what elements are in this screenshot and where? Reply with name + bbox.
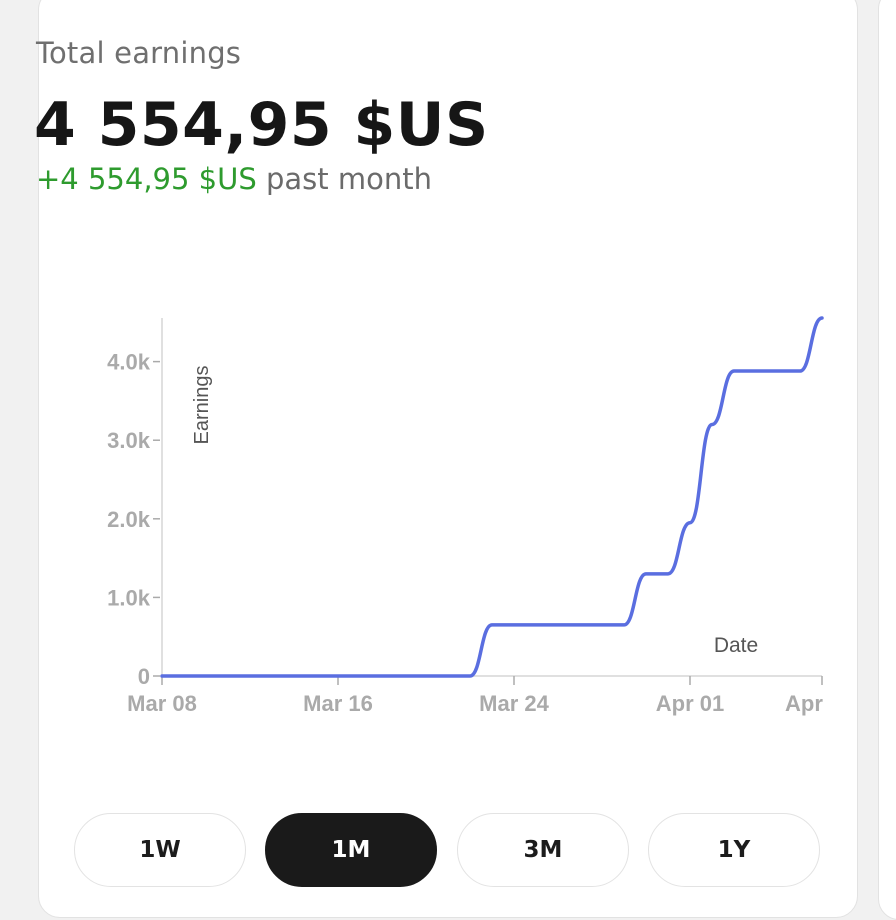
range-button-1w[interactable]: 1W — [74, 813, 246, 887]
y-axis-ticks: 0 1.0k 2.0k 3.0k 4.0k — [107, 350, 160, 689]
y-tick-label: 2.0k — [107, 507, 151, 532]
x-tick-label: Apr — [785, 691, 823, 716]
card-title: Total earnings — [36, 36, 242, 70]
chart-axes — [161, 318, 822, 677]
y-tick-label: 4.0k — [107, 350, 151, 375]
x-axis-ticks: Mar 08 Mar 16 Mar 24 Apr 01 Apr — [127, 676, 823, 716]
change-line: +4 554,95 $US past month — [36, 162, 432, 196]
range-button-1m[interactable]: 1M — [265, 813, 437, 887]
x-tick-label: Apr 01 — [656, 691, 724, 716]
range-button-1y[interactable]: 1Y — [648, 813, 820, 887]
y-tick-label: 0 — [138, 664, 150, 689]
x-axis-label: Date — [714, 634, 758, 657]
total-earnings-value: 4 554,95 $US — [34, 90, 489, 160]
change-amount: +4 554,95 $US — [36, 162, 257, 196]
x-tick-label: Mar 08 — [127, 691, 197, 716]
y-tick-label: 1.0k — [107, 585, 151, 610]
y-axis-label: Earnings — [191, 366, 213, 445]
earnings-series-line — [160, 316, 824, 678]
y-tick-label: 3.0k — [107, 428, 151, 453]
x-tick-label: Mar 24 — [479, 691, 549, 716]
change-period: past month — [265, 162, 432, 196]
earnings-card — [38, 0, 858, 918]
x-tick-label: Mar 16 — [303, 691, 373, 716]
range-button-3m[interactable]: 3M — [457, 813, 629, 887]
